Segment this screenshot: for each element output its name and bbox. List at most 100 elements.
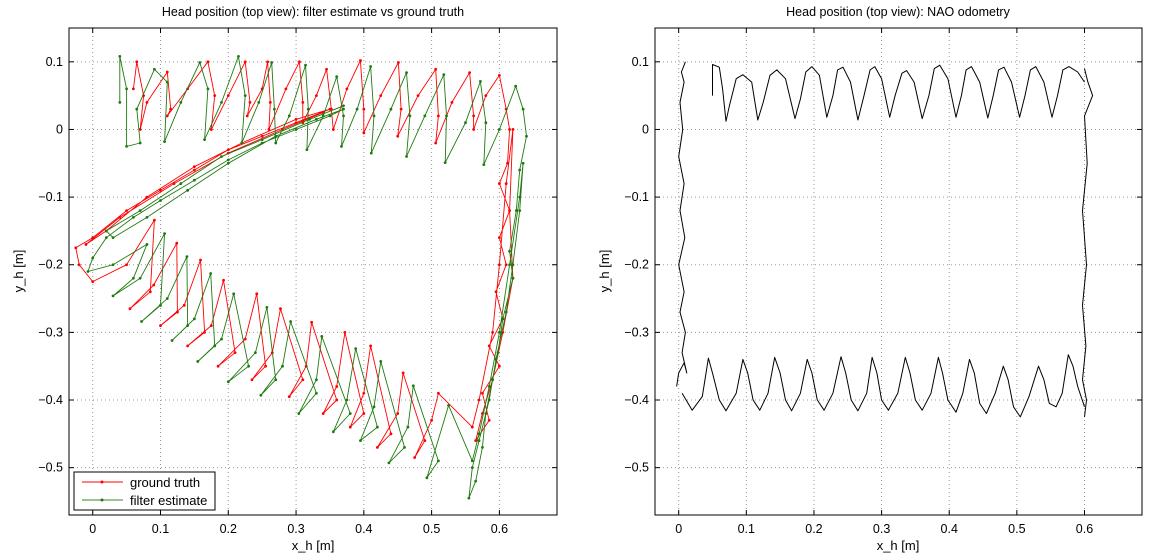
data-point — [209, 128, 213, 131]
data-point — [423, 439, 427, 442]
y-tick-label: −0.4 — [38, 393, 63, 407]
data-point — [487, 385, 491, 388]
data-point — [209, 324, 213, 328]
data-point — [153, 218, 156, 222]
data-point — [179, 101, 183, 104]
data-point — [362, 412, 366, 415]
data-point — [118, 101, 122, 104]
data-point — [372, 405, 376, 409]
x-tick-label: 0.3 — [873, 522, 890, 536]
data-point — [165, 70, 169, 74]
data-point — [301, 101, 305, 104]
data-point — [314, 391, 318, 395]
data-point — [267, 128, 271, 131]
data-point — [518, 195, 522, 199]
data-point — [379, 360, 383, 363]
x-tick-label: 0.5 — [423, 522, 440, 536]
data-point — [125, 144, 129, 148]
data-point — [233, 351, 237, 355]
data-point — [305, 148, 309, 152]
data-point — [260, 141, 264, 145]
data-point — [434, 141, 438, 145]
data-point — [518, 209, 522, 213]
data-point — [511, 263, 515, 267]
data-point — [245, 114, 249, 118]
y-tick-label: −0.3 — [38, 325, 63, 339]
data-point — [494, 358, 498, 361]
data-point — [497, 364, 501, 368]
data-point — [411, 384, 415, 388]
data-point — [226, 161, 230, 165]
data-point — [335, 385, 339, 388]
data-point — [274, 134, 278, 138]
data-point — [264, 364, 267, 368]
data-point — [474, 479, 478, 483]
data-point — [145, 243, 149, 246]
data-point — [375, 445, 379, 449]
data-point — [342, 104, 345, 108]
data-point — [203, 138, 206, 142]
data-point — [343, 330, 347, 334]
data-point — [508, 128, 511, 131]
data-point — [482, 163, 486, 167]
legend: ground truth filter estimate — [73, 471, 216, 511]
data-point — [304, 63, 307, 67]
data-point — [131, 87, 135, 91]
x-axis-label: x_h [m] — [292, 538, 335, 553]
data-point — [413, 456, 417, 459]
data-point — [387, 461, 391, 465]
data-point — [497, 182, 501, 185]
y-tick-label: −0.4 — [624, 393, 649, 407]
data-point — [379, 94, 383, 98]
data-point — [298, 60, 301, 64]
data-point — [266, 60, 269, 64]
data-point — [198, 61, 202, 64]
data-point — [477, 432, 481, 436]
data-point — [314, 378, 318, 382]
data-point — [474, 439, 478, 442]
data-point — [153, 67, 156, 71]
data-point — [362, 131, 366, 135]
data-point — [423, 114, 427, 118]
data-point — [472, 114, 476, 118]
data-point — [220, 155, 223, 158]
data-point — [226, 158, 230, 162]
axes-frame — [68, 27, 558, 516]
data-point — [111, 294, 115, 298]
data-point — [328, 114, 332, 118]
x-tick-label: 0 — [675, 522, 682, 536]
data-point — [192, 165, 196, 169]
data-point — [159, 303, 162, 307]
data-point — [484, 412, 488, 415]
series-line — [1082, 68, 1094, 417]
data-point — [206, 60, 210, 64]
data-point — [118, 55, 122, 58]
data-point — [345, 398, 349, 402]
data-point — [284, 87, 288, 91]
data-point — [297, 412, 301, 415]
data-point — [268, 101, 272, 104]
x-tick-label: 0.1 — [152, 522, 169, 536]
data-point — [138, 276, 142, 280]
data-point — [470, 459, 474, 463]
data-point — [430, 418, 434, 422]
data-point — [320, 335, 324, 338]
data-point — [399, 107, 403, 111]
data-point — [257, 101, 261, 104]
data-point — [159, 199, 162, 202]
data-point — [405, 71, 408, 75]
data-point — [470, 466, 474, 470]
data-point — [396, 134, 400, 138]
data-point — [138, 209, 142, 213]
data-point — [396, 412, 400, 415]
data-point — [289, 320, 293, 323]
data-point — [491, 378, 495, 382]
plot-nao-odometry: Head position (top view): NAO odometry 0… — [624, 5, 1143, 536]
data-point — [220, 101, 223, 104]
x-tick-label: 0.4 — [355, 522, 372, 536]
data-point — [165, 297, 169, 300]
data-point — [220, 337, 223, 341]
data-point — [192, 317, 196, 321]
data-point — [104, 229, 108, 233]
y-tick-label: 0 — [642, 122, 649, 136]
